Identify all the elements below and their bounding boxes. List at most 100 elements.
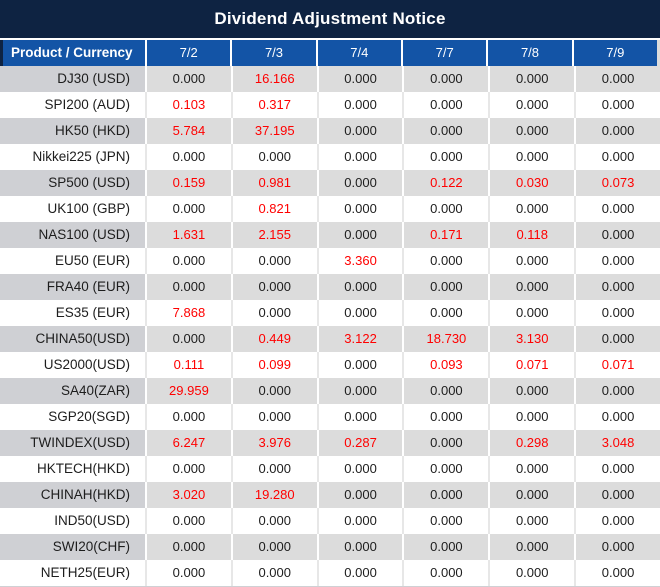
value-cell: 0.000 bbox=[488, 404, 575, 430]
value-cell: 0.000 bbox=[230, 508, 317, 534]
table-row: TWINDEX(USD) 6.247 3.976 0.287 0.000 0.298 3.0… bbox=[0, 430, 660, 456]
value-cell: 0.000 bbox=[230, 378, 317, 404]
column-header-date: 7/2 bbox=[145, 40, 230, 66]
value-cell: 0.000 bbox=[574, 222, 660, 248]
value-cell: 18.730 bbox=[402, 326, 489, 352]
table-row: ES35 (EUR) 7.868 0.000 0.000 0.000 0.000 0.000 bbox=[0, 300, 660, 326]
value-cell: 0.000 bbox=[316, 560, 403, 586]
column-header-date: 7/4 bbox=[315, 40, 401, 66]
value-cell: 29.959 bbox=[145, 378, 231, 404]
value-cell: 0.000 bbox=[145, 508, 231, 534]
value-cell: 3.048 bbox=[574, 430, 660, 456]
value-cell: 0.000 bbox=[145, 66, 231, 92]
value-cell: 0.000 bbox=[316, 352, 403, 378]
value-cell: 1.631 bbox=[145, 222, 231, 248]
value-cell: 2.155 bbox=[230, 222, 317, 248]
value-cell: 0.000 bbox=[145, 248, 231, 274]
value-cell: 0.000 bbox=[574, 92, 660, 118]
table-row: NAS100 (USD) 1.631 2.155 0.000 0.171 0.118 0.0… bbox=[0, 222, 660, 248]
table-row: Nikkei225 (JPN) 0.000 0.000 0.000 0.000 0.000… bbox=[0, 144, 660, 170]
value-cell: 0.000 bbox=[230, 248, 317, 274]
value-cell: 5.784 bbox=[145, 118, 231, 144]
value-cell: 3.360 bbox=[316, 248, 403, 274]
value-cell: 0.159 bbox=[145, 170, 231, 196]
value-cell: 0.000 bbox=[145, 404, 231, 430]
value-cell: 19.280 bbox=[230, 482, 317, 508]
value-cell: 0.000 bbox=[574, 144, 660, 170]
value-cell: 0.000 bbox=[316, 144, 403, 170]
value-cell: 0.000 bbox=[402, 378, 489, 404]
title-bar: Dividend Adjustment Notice bbox=[0, 0, 660, 38]
value-cell: 0.000 bbox=[488, 274, 575, 300]
value-cell: 0.000 bbox=[488, 248, 575, 274]
value-cell: 0.000 bbox=[402, 248, 489, 274]
value-cell: 0.000 bbox=[574, 326, 660, 352]
value-cell: 0.000 bbox=[316, 118, 403, 144]
value-cell: 0.000 bbox=[488, 66, 575, 92]
value-cell: 0.000 bbox=[402, 118, 489, 144]
table-row: FRA40 (EUR) 0.000 0.000 0.000 0.000 0.000 0.00… bbox=[0, 274, 660, 300]
value-cell: 0.000 bbox=[488, 456, 575, 482]
product-cell: TWINDEX(USD) bbox=[0, 430, 145, 456]
value-cell: 0.000 bbox=[574, 482, 660, 508]
value-cell: 0.000 bbox=[488, 196, 575, 222]
value-cell: 0.000 bbox=[402, 92, 489, 118]
table-row: IND50(USD) 0.000 0.000 0.000 0.000 0.000 0.000 bbox=[0, 508, 660, 534]
value-cell: 0.000 bbox=[402, 482, 489, 508]
product-cell: UK100 (GBP) bbox=[0, 196, 145, 222]
header-right-edge bbox=[656, 40, 660, 66]
value-cell: 0.000 bbox=[316, 274, 403, 300]
value-cell: 0.071 bbox=[488, 352, 575, 378]
value-cell: 0.000 bbox=[574, 508, 660, 534]
value-cell: 16.166 bbox=[230, 66, 317, 92]
header-left-edge bbox=[0, 40, 3, 66]
value-cell: 0.000 bbox=[488, 482, 575, 508]
value-cell: 0.000 bbox=[316, 66, 403, 92]
value-cell: 0.000 bbox=[316, 300, 403, 326]
value-cell: 0.000 bbox=[402, 508, 489, 534]
value-cell: 0.103 bbox=[145, 92, 231, 118]
value-cell: 0.000 bbox=[230, 456, 317, 482]
value-cell: 0.000 bbox=[145, 274, 231, 300]
value-cell: 0.000 bbox=[488, 534, 575, 560]
value-cell: 0.000 bbox=[230, 144, 317, 170]
table-row: SGP20(SGD) 0.000 0.000 0.000 0.000 0.000 0.000 bbox=[0, 404, 660, 430]
value-cell: 3.020 bbox=[145, 482, 231, 508]
product-cell: FRA40 (EUR) bbox=[0, 274, 145, 300]
value-cell: 0.000 bbox=[316, 378, 403, 404]
product-cell: SWI20(CHF) bbox=[0, 534, 145, 560]
value-cell: 0.000 bbox=[488, 508, 575, 534]
table-row: EU50 (EUR) 0.000 0.000 3.360 0.000 0.000 0.000 bbox=[0, 248, 660, 274]
value-cell: 0.000 bbox=[574, 248, 660, 274]
value-cell: 0.000 bbox=[488, 300, 575, 326]
product-cell: EU50 (EUR) bbox=[0, 248, 145, 274]
value-cell: 0.000 bbox=[488, 144, 575, 170]
value-cell: 0.000 bbox=[488, 560, 575, 586]
value-cell: 0.000 bbox=[402, 430, 489, 456]
page-title: Dividend Adjustment Notice bbox=[214, 9, 446, 28]
table-header-row: Product / Currency 7/2 7/3 7/4 7/7 7/8 7/9 bbox=[0, 40, 660, 66]
table-row: SPI200 (AUD) 0.103 0.317 0.000 0.000 0.000 0.0… bbox=[0, 92, 660, 118]
product-cell: HKTECH(HKD) bbox=[0, 456, 145, 482]
value-cell: 0.000 bbox=[488, 92, 575, 118]
column-header-product: Product / Currency bbox=[11, 45, 133, 60]
value-cell: 0.449 bbox=[230, 326, 317, 352]
value-cell: 0.000 bbox=[316, 456, 403, 482]
value-cell: 0.000 bbox=[402, 144, 489, 170]
value-cell: 0.000 bbox=[402, 404, 489, 430]
column-header-date: 7/8 bbox=[486, 40, 571, 66]
value-cell: 0.000 bbox=[488, 378, 575, 404]
column-header-date: 7/7 bbox=[400, 40, 486, 66]
value-cell: 0.000 bbox=[230, 300, 317, 326]
value-cell: 0.000 bbox=[145, 560, 231, 586]
value-cell: 0.118 bbox=[488, 222, 575, 248]
value-cell: 0.298 bbox=[488, 430, 575, 456]
product-cell: SGP20(SGD) bbox=[0, 404, 145, 430]
value-cell: 0.000 bbox=[402, 300, 489, 326]
value-cell: 0.000 bbox=[402, 534, 489, 560]
product-cell: SP500 (USD) bbox=[0, 170, 145, 196]
value-cell: 0.000 bbox=[316, 92, 403, 118]
value-cell: 6.247 bbox=[145, 430, 231, 456]
value-cell: 0.171 bbox=[402, 222, 489, 248]
